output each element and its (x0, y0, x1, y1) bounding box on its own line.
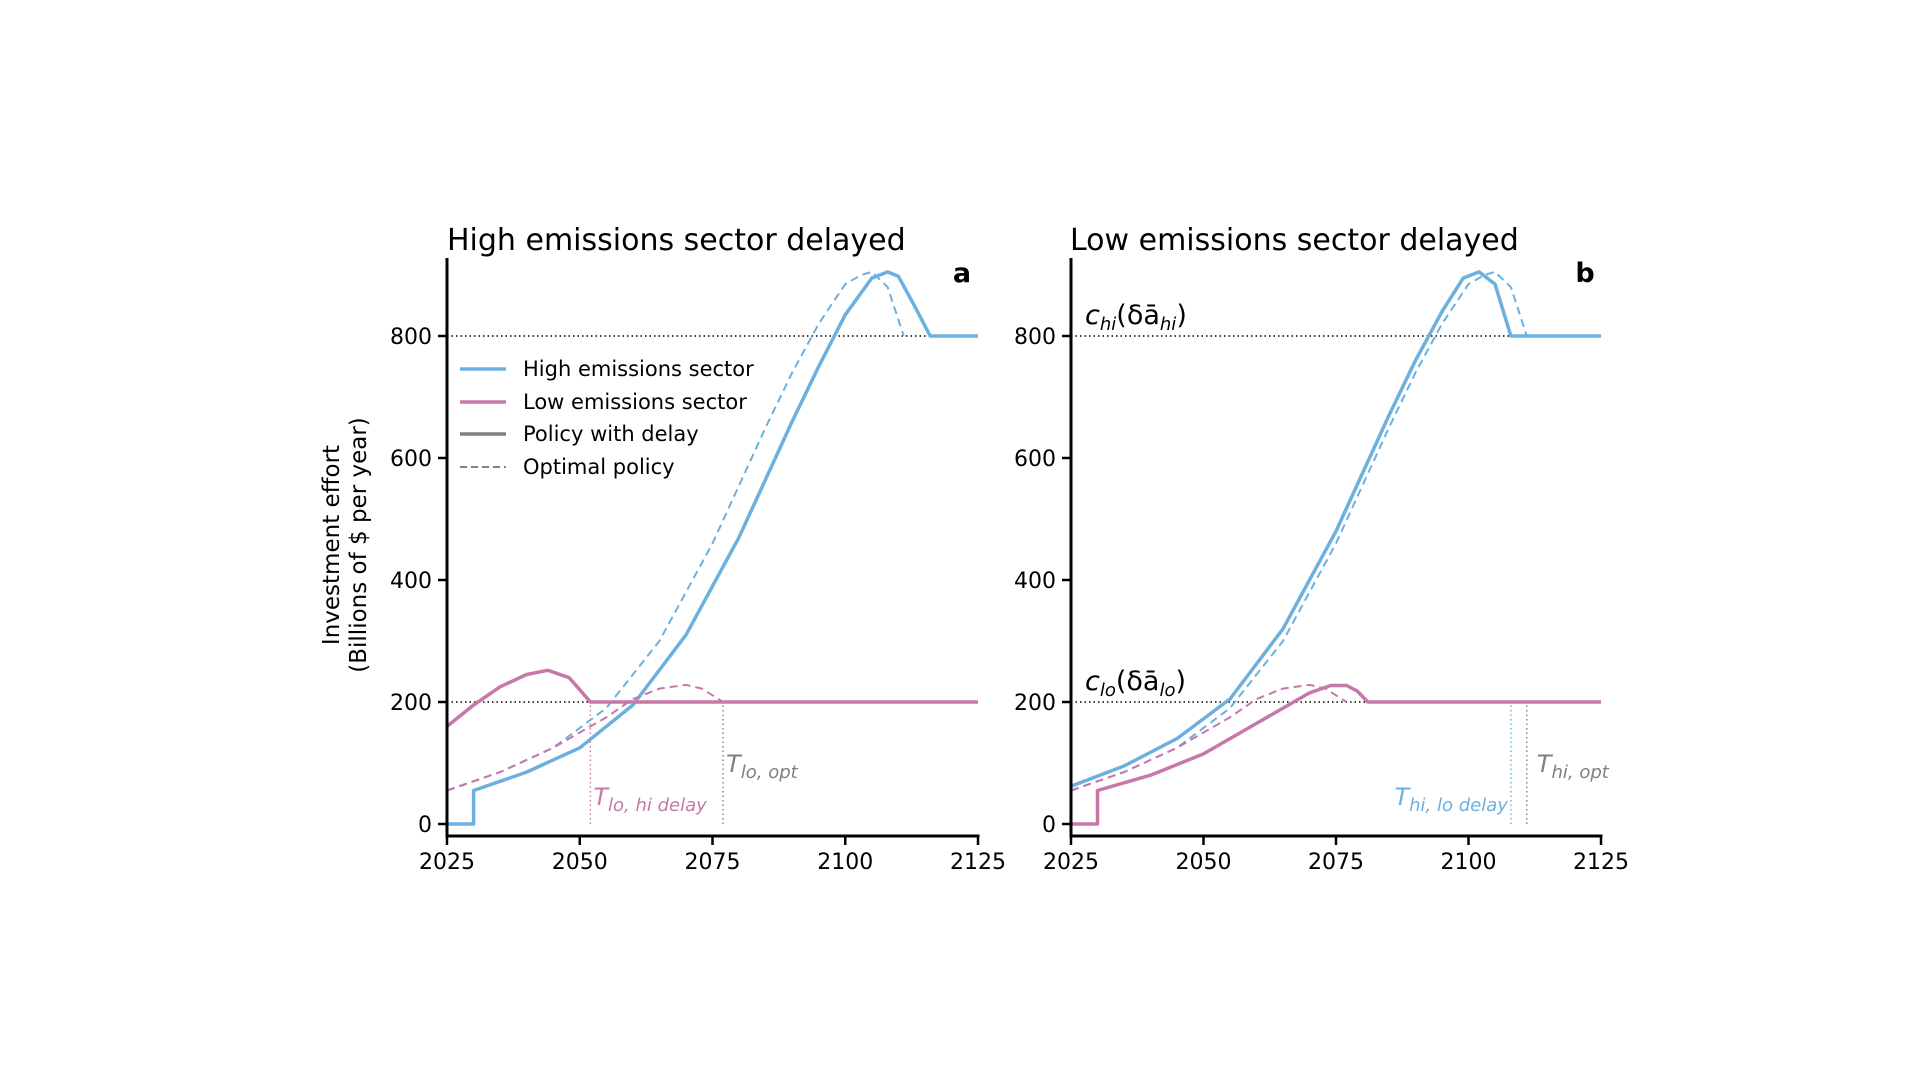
y-axis-label-line1: Investment effort (319, 445, 345, 645)
panel-b-series-high-optimal (1070, 270, 1601, 792)
panel-b-series-low-optimal (1070, 683, 1348, 792)
panel-b-title: Low emissions sector delayed (1070, 223, 1519, 258)
panel-a-annotations: Tlo, hi delay Tlo, opt (593, 750, 798, 816)
panel-b-ref-label-800: chi(δāhi) (1085, 300, 1187, 335)
panel-b-xtick-label-2050: 2050 (1176, 850, 1232, 875)
panel-a-xtick-label-2125: 2125 (950, 850, 1006, 875)
panel-b-series-low-delay (1071, 683, 1601, 826)
panel-b-ytick-label-0: 0 (1042, 813, 1056, 838)
panel-b-xtick-label-2125: 2125 (1573, 850, 1629, 875)
y-axis-label-line2: (Billions of $ per year) (346, 417, 372, 672)
panel-b-xtick-label-2075: 2075 (1308, 850, 1364, 875)
legend-label-optimal: Optimal policy (523, 455, 675, 479)
panel-b-letter: b (1575, 258, 1594, 289)
panel-b-series (1070, 270, 1601, 826)
panel-a-xtick-label-2100: 2100 (817, 850, 873, 875)
panel-a-xtick-label-2025: 2025 (419, 850, 475, 875)
panel-b-ytick-label-600: 600 (1014, 447, 1056, 472)
panel-a-ytick-label-200: 200 (390, 691, 432, 716)
panel-b-ytick-label-400: 400 (1014, 569, 1056, 594)
panel-a-ytick-label-600: 600 (390, 447, 432, 472)
panel-a-series-high-delay (447, 270, 978, 826)
panel-a-series-low-optimal (446, 683, 724, 792)
panel-a-axes: 0 200 400 600 800 2025 2050 2075 2100 2125 (390, 258, 1006, 875)
panel-a-series-low-delay (445, 668, 978, 728)
panel-a: High emissions sector delayed a 0 200 400 6… (390, 223, 1006, 875)
panel-a-annotation-T-1: Tlo, opt (726, 750, 799, 783)
panel-b-xtick-label-2100: 2100 (1441, 850, 1497, 875)
panel-a-title: High emissions sector delayed (447, 223, 906, 258)
panel-a-ytick-label-800: 800 (390, 325, 432, 350)
panel-b-axes: 0 200 400 600 800 2025 2050 2075 2100 2125 (1014, 258, 1629, 875)
panel-b-series-high-delay (1070, 270, 1601, 788)
panel-a-ytick-label-0: 0 (418, 813, 432, 838)
panel-b-xtick-label-2025: 2025 (1043, 850, 1099, 875)
panel-b-ref-label-200: clo(δālo) (1085, 666, 1186, 701)
panel-a-xtick-label-2050: 2050 (552, 850, 608, 875)
panel-a-annotation-T-0: Tlo, hi delay (593, 783, 707, 816)
legend: High emissions sector Low emissions sect… (460, 357, 754, 479)
panel-b-ytick-label-800: 800 (1014, 325, 1056, 350)
panel-a-xtick-label-2075: 2075 (685, 850, 741, 875)
panel-a-series-high-optimal (446, 270, 905, 792)
panel-b: Low emissions sector delayed b chi(δāhi)… (1014, 223, 1629, 875)
panel-a-letter: a (953, 258, 971, 289)
panel-b-annotations: Thi, lo delay Thi, opt (1394, 750, 1609, 816)
panel-a-ytick-label-400: 400 (390, 569, 432, 594)
panel-a-series (445, 270, 978, 826)
panel-b-reference-lines: chi(δāhi) clo(δālo) (1071, 300, 1601, 824)
legend-label-high: High emissions sector (523, 357, 754, 381)
legend-label-low: Low emissions sector (523, 390, 747, 414)
panel-b-ytick-label-200: 200 (1014, 691, 1056, 716)
panel-b-annotation-T-1: Thi, opt (1537, 750, 1610, 783)
panel-b-annotation-T-0: Thi, lo delay (1394, 783, 1508, 816)
legend-label-delay: Policy with delay (523, 422, 699, 446)
